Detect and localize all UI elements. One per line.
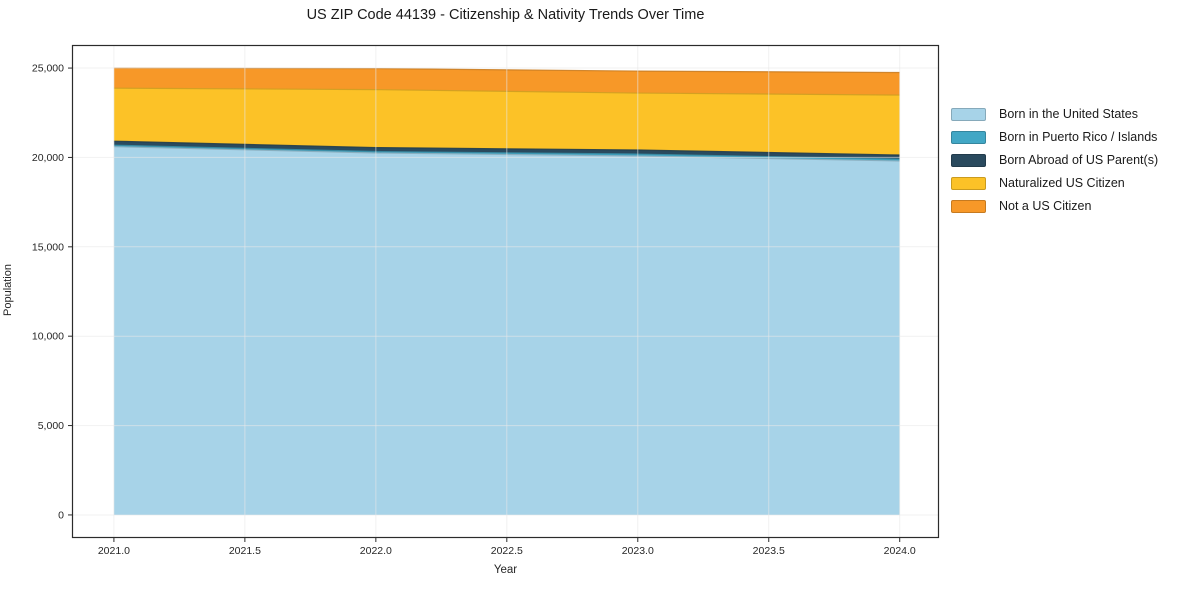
legend-label: Not a US Citizen (999, 199, 1092, 213)
legend: Born in the United States Born in Puerto… (951, 108, 1158, 213)
legend-label: Naturalized US Citizen (999, 176, 1125, 190)
y-tick-label: 5,000 (38, 420, 64, 432)
x-tick-label: 2022.0 (360, 545, 392, 557)
legend-item-naturalized: Naturalized US Citizen (951, 177, 1158, 190)
legend-item-born-abroad: Born Abroad of US Parent(s) (951, 154, 1158, 167)
x-tick-label: 2023.5 (753, 545, 785, 557)
y-tick-label: 0 (58, 509, 64, 521)
legend-label: Born in Puerto Rico / Islands (999, 130, 1158, 144)
legend-item-born-pr-islands: Born in Puerto Rico / Islands (951, 131, 1158, 144)
legend-swatch-born-abroad-icon (951, 154, 986, 167)
x-tick-label: 2022.5 (491, 545, 523, 557)
legend-swatch-not-citizen-icon (951, 200, 986, 213)
y-tick-label: 15,000 (32, 241, 64, 253)
chart-title: US ZIP Code 44139 - Citizenship & Nativi… (306, 7, 705, 23)
y-tick-label: 10,000 (32, 331, 64, 343)
y-tick-label: 25,000 (32, 63, 64, 75)
x-tick-label: 2024.0 (884, 545, 916, 557)
x-tick-label: 2021.0 (98, 545, 130, 557)
legend-swatch-naturalized-icon (951, 177, 986, 190)
x-tick-label: 2021.5 (229, 545, 261, 557)
y-tick-label: 20,000 (32, 152, 64, 164)
plot-border (71, 44, 940, 539)
legend-label: Born in the United States (999, 107, 1138, 121)
legend-label: Born Abroad of US Parent(s) (999, 153, 1159, 167)
x-tick-label: 2023.0 (622, 545, 654, 557)
legend-swatch-born-pr-islands-icon (951, 131, 986, 144)
x-axis-label: Year (493, 564, 518, 576)
legend-item-born-us: Born in the United States (951, 108, 1158, 121)
legend-item-not-citizen: Not a US Citizen (951, 200, 1158, 213)
legend-swatch-born-us-icon (951, 108, 986, 121)
y-axis-label: Population (2, 264, 14, 316)
